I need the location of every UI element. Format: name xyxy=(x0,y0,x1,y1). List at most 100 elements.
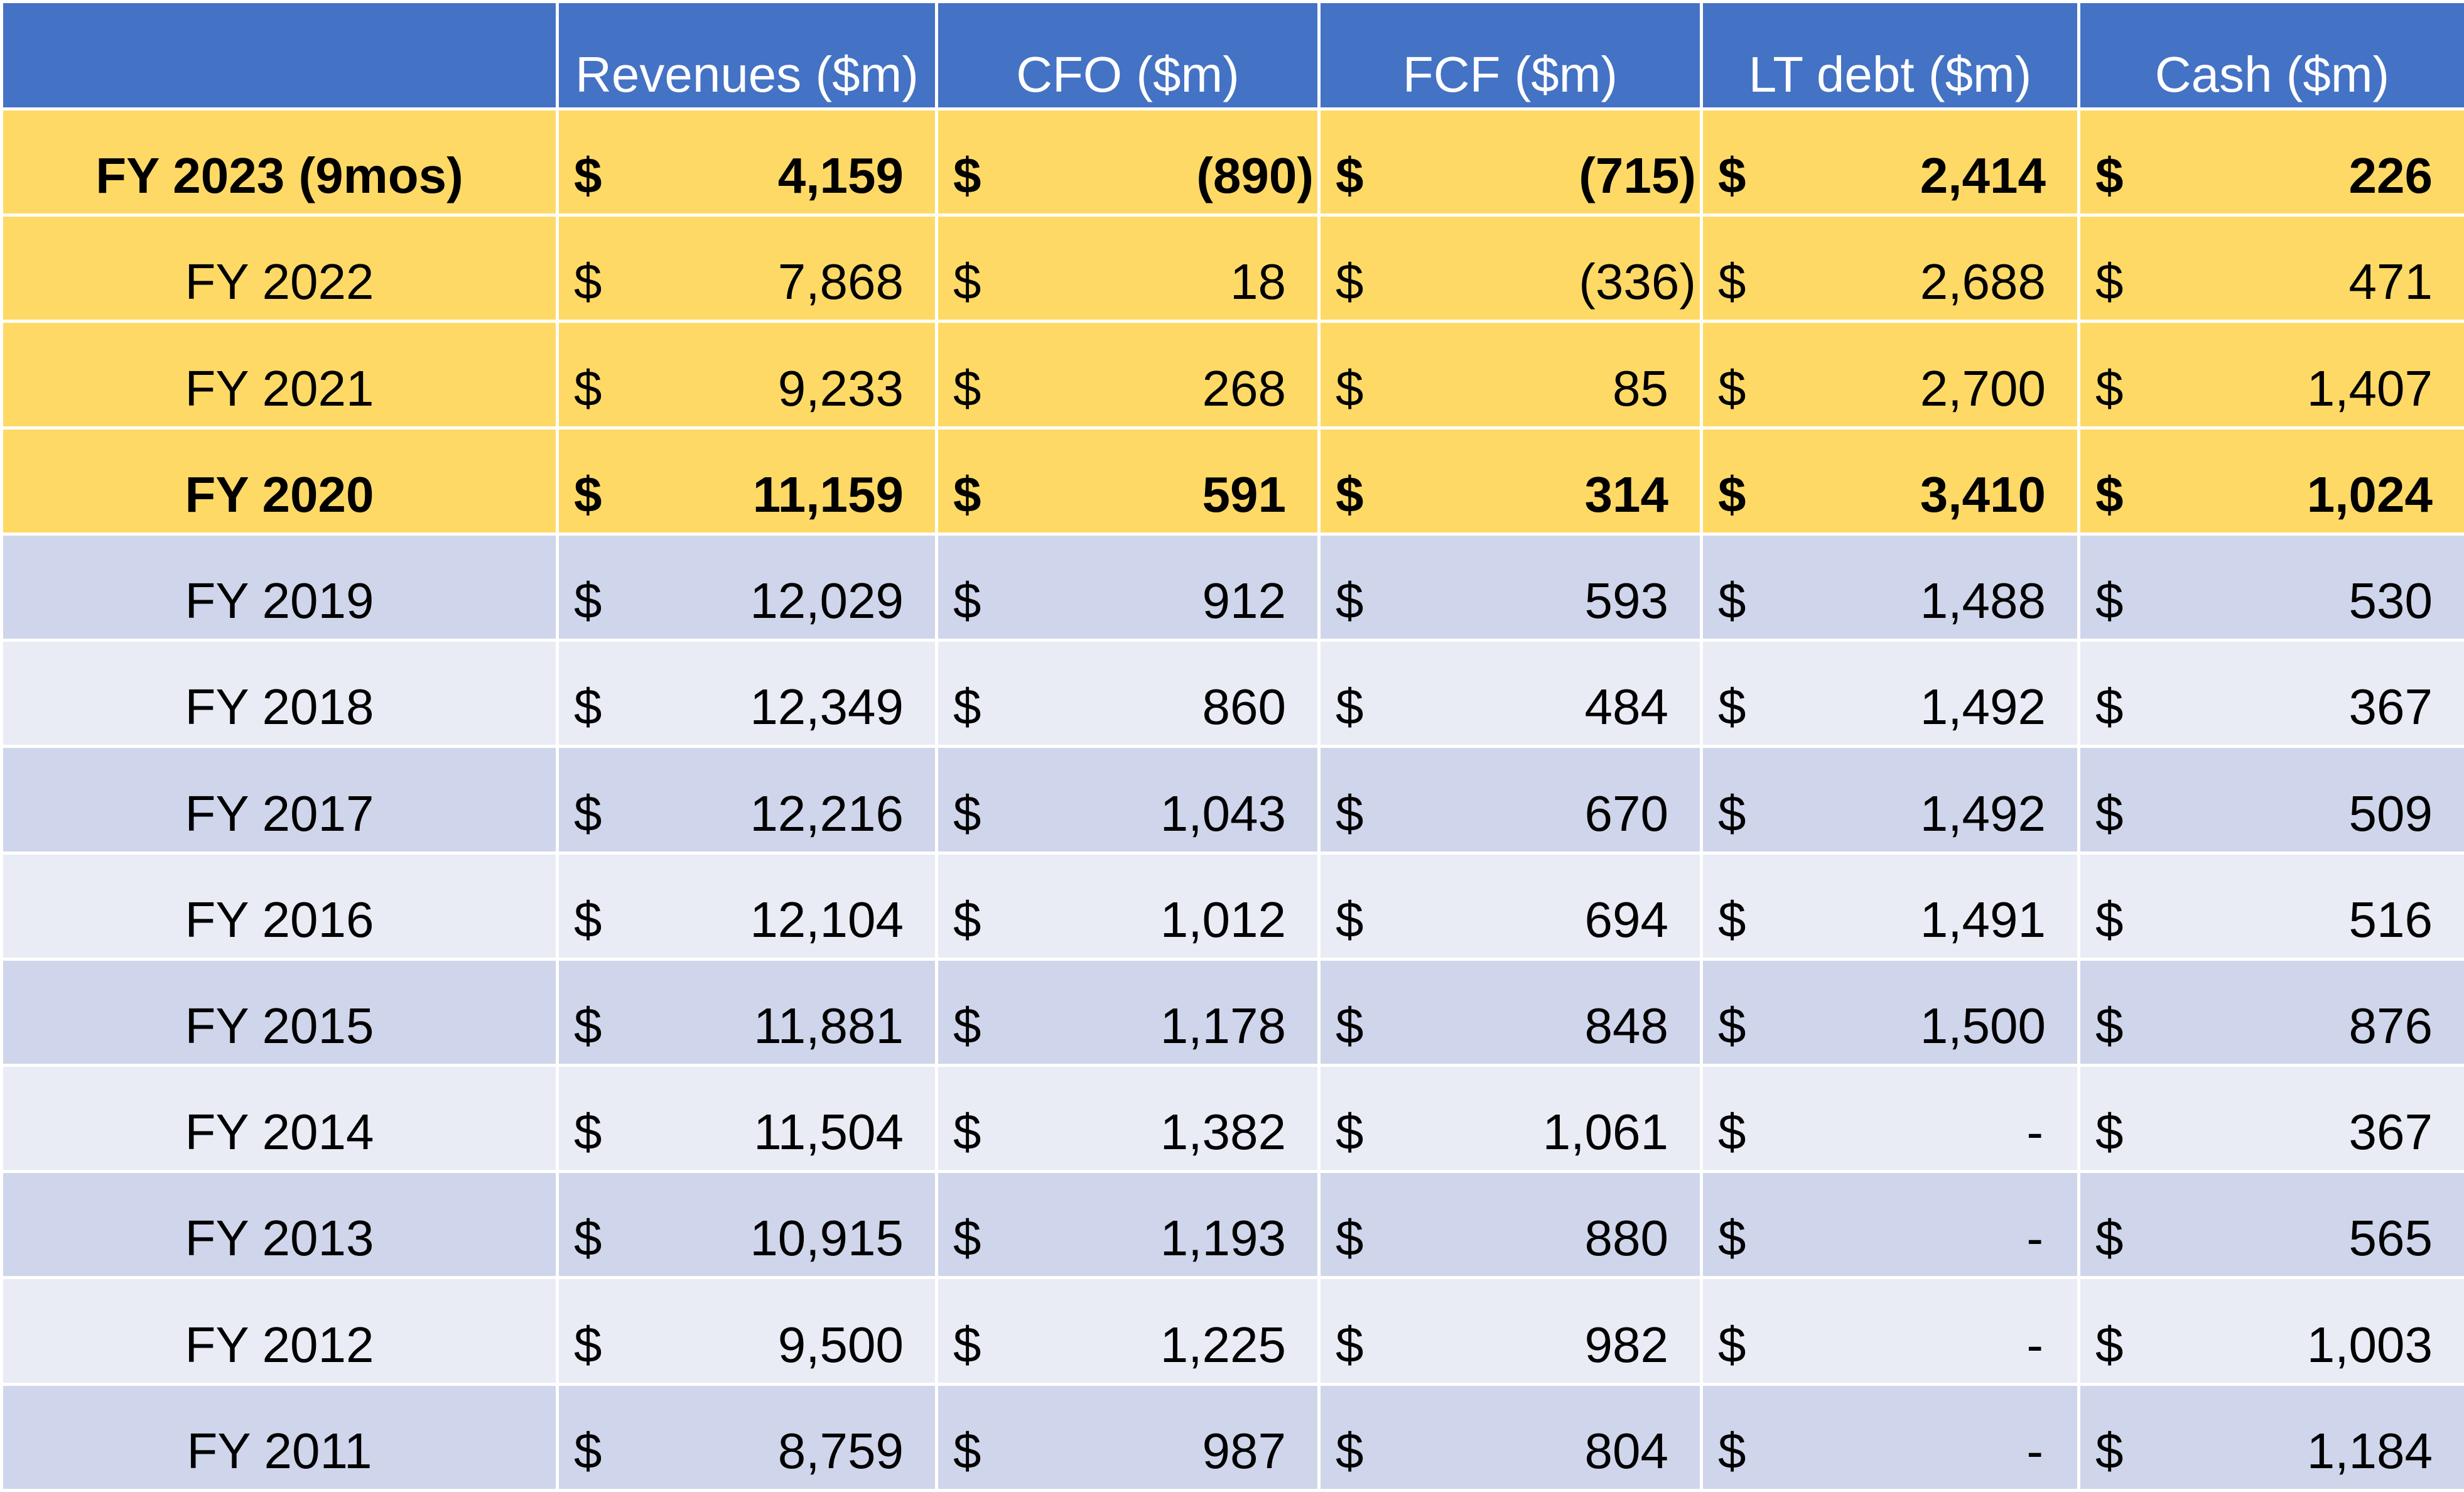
cfo-cell: $1,178 xyxy=(935,957,1321,1067)
revenues-value: 12,349 xyxy=(750,679,904,735)
currency-symbol: $ xyxy=(574,1316,602,1373)
currency-symbol: $ xyxy=(953,1104,981,1160)
cfo-value: 1,178 xyxy=(1160,997,1286,1054)
cfo-cell: $1,012 xyxy=(935,851,1321,961)
currency-symbol: $ xyxy=(2095,891,2124,948)
fcf-value: 314 xyxy=(1584,466,1668,522)
lt-debt-value: 1,492 xyxy=(1920,679,2046,735)
revenues-cell: $11,881 xyxy=(556,957,938,1067)
currency-symbol: $ xyxy=(1336,891,1364,948)
fcf-cell: $1,061 xyxy=(1317,1063,1703,1174)
cash-cell: $1,407 xyxy=(2077,320,2464,430)
cash-cell: $565 xyxy=(2077,1170,2464,1280)
fcf-value: (715) xyxy=(1579,148,1696,204)
revenues-cell: $11,504 xyxy=(556,1063,938,1174)
table-row: FY 2020 $11,159 $591 $314 $3,410 $1,024 xyxy=(0,426,2464,536)
revenues-cell: $10,915 xyxy=(556,1170,938,1280)
cfo-cell: $1,193 xyxy=(935,1170,1321,1280)
fcf-cell: $ (715) xyxy=(1317,107,1703,217)
currency-symbol: $ xyxy=(574,466,602,522)
currency-symbol: $ xyxy=(953,785,981,841)
currency-symbol: $ xyxy=(2095,1104,2124,1160)
lt-debt-cell: $ - xyxy=(1700,1170,2080,1280)
revenues-cell: $9,233 xyxy=(556,320,938,430)
currency-symbol: $ xyxy=(953,573,981,629)
cash-cell: $367 xyxy=(2077,639,2464,749)
cfo-cell: $591 xyxy=(935,426,1321,536)
year-cell: FY 2022 xyxy=(0,214,559,323)
currency-symbol: $ xyxy=(1718,679,1746,735)
header-fcf: FCF ($m) xyxy=(1317,0,1703,111)
lt-debt-cell: $2,700 xyxy=(1700,320,2080,430)
fcf-value: 880 xyxy=(1584,1210,1668,1267)
currency-symbol: $ xyxy=(1718,254,1746,310)
revenues-cell: $4,159 xyxy=(556,107,938,217)
currency-symbol: $ xyxy=(1718,785,1746,841)
currency-symbol: $ xyxy=(2095,573,2124,629)
cfo-cell: $ (890) xyxy=(935,107,1321,217)
cfo-cell: $1,225 xyxy=(935,1276,1321,1386)
lt-debt-value: - xyxy=(2026,1316,2043,1373)
fcf-cell: $880 xyxy=(1317,1170,1703,1280)
currency-symbol: $ xyxy=(2095,1210,2124,1267)
currency-symbol: $ xyxy=(1336,997,1364,1054)
revenues-value: 12,029 xyxy=(750,573,904,629)
cfo-value: 912 xyxy=(1202,573,1286,629)
cfo-value: 591 xyxy=(1202,466,1286,522)
cfo-value: 1,012 xyxy=(1160,891,1286,948)
fcf-cell: $670 xyxy=(1317,745,1703,855)
currency-symbol: $ xyxy=(953,679,981,735)
lt-debt-value: 1,492 xyxy=(1920,785,2046,841)
revenues-value: 11,504 xyxy=(754,1104,904,1160)
fcf-cell: $593 xyxy=(1317,532,1703,642)
currency-symbol: $ xyxy=(1336,1316,1364,1373)
currency-symbol: $ xyxy=(1336,466,1364,522)
lt-debt-value: - xyxy=(2026,1210,2043,1267)
currency-symbol: $ xyxy=(2095,148,2124,204)
cash-cell: $509 xyxy=(2077,745,2464,855)
lt-debt-value: 2,688 xyxy=(1920,254,2046,310)
table-row: FY 2012 $9,500 $1,225 $982 $ - $1,003 xyxy=(0,1276,2464,1386)
header-year xyxy=(0,0,559,111)
lt-debt-value: 3,410 xyxy=(1920,466,2046,522)
currency-symbol: $ xyxy=(1336,1423,1364,1479)
fcf-cell: $804 xyxy=(1317,1382,1703,1492)
currency-symbol: $ xyxy=(574,573,602,629)
cfo-cell: $268 xyxy=(935,320,1321,430)
currency-symbol: $ xyxy=(574,891,602,948)
revenues-cell: $7,868 xyxy=(556,214,938,323)
currency-symbol: $ xyxy=(574,679,602,735)
header-row: Revenues ($m) CFO ($m) FCF ($m) LT debt … xyxy=(0,0,2464,111)
currency-symbol: $ xyxy=(2095,466,2124,522)
fcf-value: 848 xyxy=(1584,997,1668,1054)
revenues-value: 9,233 xyxy=(777,360,904,416)
lt-debt-cell: $1,492 xyxy=(1700,745,2080,855)
cash-value: 1,407 xyxy=(2306,360,2433,416)
table-row: FY 2023 (9mos) $4,159 $ (890) $ (715) $2,414 $2… xyxy=(0,107,2464,217)
cfo-value: 1,225 xyxy=(1160,1316,1286,1373)
lt-debt-cell: $2,414 xyxy=(1700,107,2080,217)
currency-symbol: $ xyxy=(574,1210,602,1267)
cfo-cell: $860 xyxy=(935,639,1321,749)
lt-debt-cell: $3,410 xyxy=(1700,426,2080,536)
year-cell: FY 2019 xyxy=(0,532,559,642)
cash-value: 516 xyxy=(2348,891,2433,948)
currency-symbol: $ xyxy=(2095,997,2124,1054)
fcf-cell: $85 xyxy=(1317,320,1703,430)
year-cell: FY 2016 xyxy=(0,851,559,961)
currency-symbol: $ xyxy=(953,997,981,1054)
header-cfo: CFO ($m) xyxy=(935,0,1321,111)
fcf-value: 85 xyxy=(1613,360,1668,416)
revenues-cell: $9,500 xyxy=(556,1276,938,1386)
fcf-value: 484 xyxy=(1584,679,1668,735)
lt-debt-cell: $1,500 xyxy=(1700,957,2080,1067)
revenues-value: 12,216 xyxy=(750,785,904,841)
currency-symbol: $ xyxy=(574,1423,602,1479)
lt-debt-value: 1,500 xyxy=(1920,997,2046,1054)
currency-symbol: $ xyxy=(574,1104,602,1160)
currency-symbol: $ xyxy=(1718,891,1746,948)
table-row: FY 2011 $8,759 $987 $804 $ - $1,184 xyxy=(0,1382,2464,1492)
currency-symbol: $ xyxy=(1336,785,1364,841)
lt-debt-cell: $1,488 xyxy=(1700,532,2080,642)
currency-symbol: $ xyxy=(953,891,981,948)
